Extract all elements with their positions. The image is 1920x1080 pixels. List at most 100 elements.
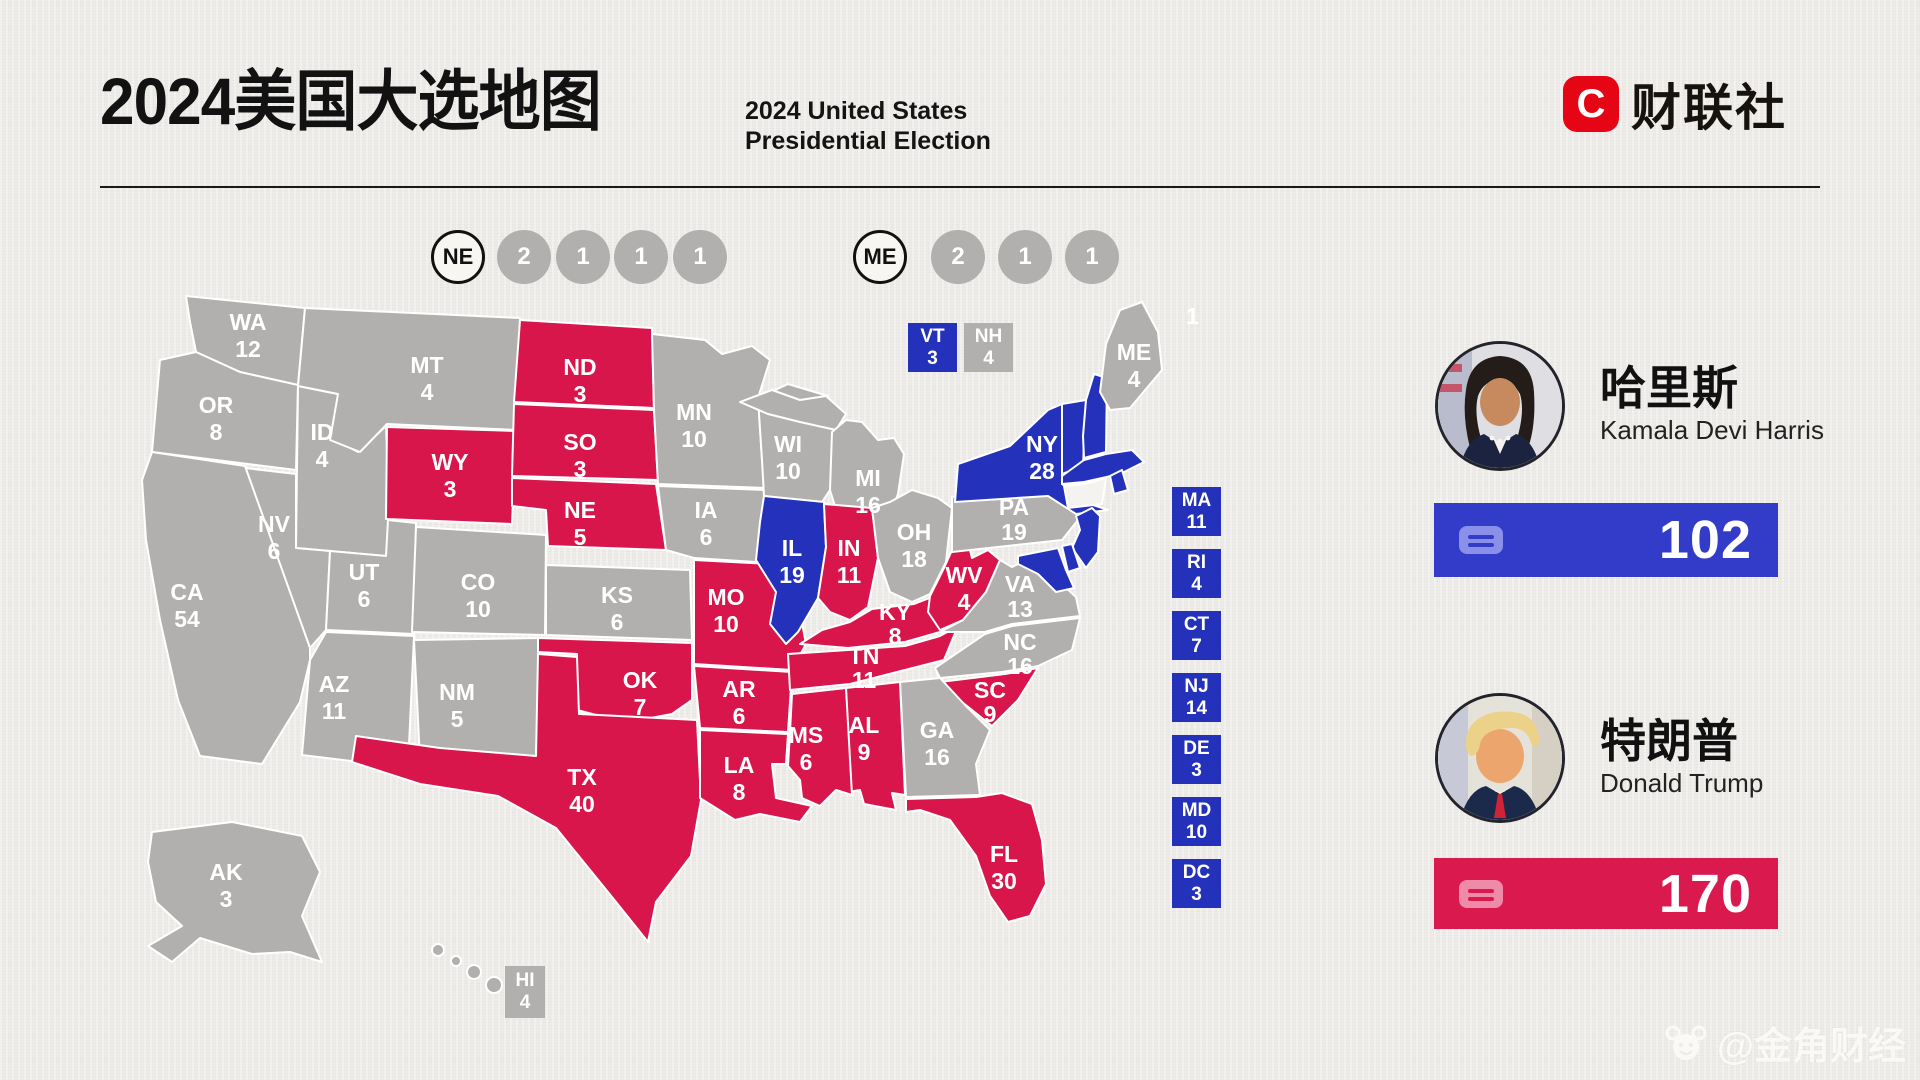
state-LA-shape: [699, 729, 813, 823]
state-box-NH: NH 4: [964, 323, 1013, 372]
state-AK-shape: [147, 821, 323, 963]
state-abbr-label: CA: [170, 579, 203, 605]
state-votes-label: 13: [1007, 596, 1033, 622]
ne-district-circle: NE: [431, 230, 485, 284]
state-WV-shape: [927, 541, 1001, 631]
state-votes-label: 30: [991, 868, 1017, 894]
state-MI-up-shape: [739, 389, 847, 431]
state-votes-label: 4: [1128, 366, 1141, 392]
state-abbr-label: NV: [258, 511, 291, 537]
harris-vote-banner: 102: [1434, 503, 1778, 577]
state-abbr-label: ME: [1117, 339, 1152, 365]
state-abbr-label: WA: [229, 309, 266, 335]
state-votes-label: 10: [713, 611, 739, 637]
state-votes-label: 6: [358, 586, 371, 612]
state-abbr-label: AZ: [319, 671, 350, 697]
state-abbr-label: IL: [782, 535, 802, 561]
state-abbr-label: TN: [849, 643, 880, 669]
state-abbr-label: WI: [774, 431, 802, 457]
state-abbr-label: MT: [410, 352, 443, 378]
page-title: 2024美国大选地图: [100, 64, 602, 138]
harris-photo: [1435, 341, 1565, 471]
state-box-NJ: NJ 14: [1172, 673, 1221, 722]
trump-name-en: Donald Trump: [1600, 768, 1764, 798]
state-votes-label: 40: [569, 791, 595, 817]
state-votes-label: 5: [451, 706, 464, 732]
state-abbr-label: OK: [623, 667, 658, 693]
watermark: @金角财经: [1663, 1015, 1906, 1070]
state-votes-label: 3: [574, 456, 587, 482]
state-abbr-label: MN: [676, 399, 712, 425]
state-votes-label: 11: [837, 562, 862, 588]
state-MS-shape: [787, 687, 853, 807]
state-abbr-label: WV: [945, 562, 983, 588]
state-CA-shape: [141, 451, 311, 765]
state-votes-label: 16: [855, 492, 881, 518]
state-FL-shape: [905, 792, 1047, 923]
logo-c-icon: C: [1563, 76, 1619, 132]
state-votes-label: 6: [268, 538, 281, 564]
state-votes-label: 10: [465, 596, 491, 622]
state-abbr-label: OH: [897, 519, 932, 545]
state-votes-label: 5: [574, 524, 587, 550]
state-abbr-label: SO: [563, 429, 596, 455]
ne-seat-2: 1: [556, 230, 610, 284]
state-votes-label: 3: [574, 381, 587, 407]
state-votes-label: 4: [958, 589, 971, 615]
state-abbr-label: GA: [920, 717, 955, 743]
state-votes-label: 8: [733, 779, 746, 805]
state-votes-label: 10: [681, 426, 707, 452]
state-abbr-label: MO: [707, 584, 744, 610]
state-NJ-shape: [1071, 507, 1101, 569]
state-abbr-label: IN: [838, 535, 861, 561]
state-votes-label: 4: [316, 446, 329, 472]
state-votes-label: 16: [924, 744, 950, 770]
state-abbr-label: UT: [349, 559, 380, 585]
state-votes-label: 3: [220, 886, 233, 912]
state-abbr-label: ND: [563, 354, 596, 380]
state-box-CT: CT 7: [1172, 611, 1221, 660]
state-box-MD: MD 10: [1172, 797, 1221, 846]
state-WY-shape: [385, 426, 517, 525]
trump-name-cn: 特朗普: [1600, 715, 1738, 767]
state-abbr-label: AL: [849, 712, 880, 738]
state-MD-shape: [1017, 547, 1075, 593]
state-AL-shape: [845, 681, 906, 811]
state-votes-label: 18: [901, 546, 927, 572]
state-votes-label: 11: [322, 698, 347, 724]
state-votes-label: 8: [889, 623, 902, 649]
state-NE-shape: [511, 477, 667, 551]
state-votes-label: 6: [611, 609, 624, 635]
subtitle-line2: Presidential Election: [745, 127, 991, 155]
state-abbr-label: NY: [1026, 431, 1058, 457]
state-votes-label: 6: [700, 524, 713, 550]
state-box-DE: DE 3: [1172, 735, 1221, 784]
state-abbr-label: FL: [990, 841, 1018, 867]
state-GA-shape: [899, 677, 991, 798]
page-subtitle: 2024 United States Presidential Election: [745, 96, 991, 156]
state-votes-label: 9: [984, 701, 997, 727]
state-abbr-label: LA: [724, 752, 755, 778]
state-votes-label: 12: [235, 336, 261, 362]
state-MA-shape: [1061, 449, 1145, 485]
state-abbr-label: SC: [974, 677, 1006, 703]
header-divider: [100, 186, 1820, 188]
watermark-mascot-icon: [1665, 1025, 1707, 1060]
state-abbr-label: PA: [999, 494, 1029, 520]
me-seat-2: 1: [998, 230, 1052, 284]
state-box-HI: HI 4: [505, 966, 545, 1018]
state-abbr-label: CO: [461, 569, 496, 595]
trump-portrait-art: [1438, 696, 1562, 820]
state-votes-label: 54: [174, 606, 200, 632]
state-ME-shape: [1099, 301, 1163, 411]
ballot-icon: [1459, 526, 1503, 554]
state-shapes: [141, 295, 1163, 994]
state-votes-label: 10: [775, 458, 801, 484]
state-votes-label: 7: [634, 694, 647, 720]
ne-seat-4: 1: [673, 230, 727, 284]
harris-portrait-art: [1438, 344, 1562, 468]
state-votes-label: 19: [1001, 519, 1027, 545]
state-CT-shape: [1063, 477, 1107, 509]
state-votes-label: 28: [1029, 458, 1055, 484]
